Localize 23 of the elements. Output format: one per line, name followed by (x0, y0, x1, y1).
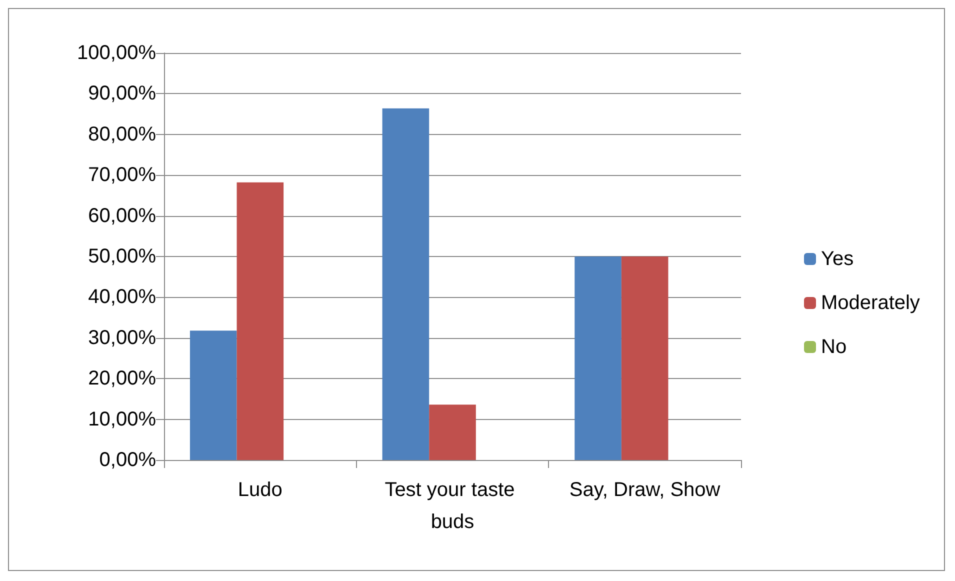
x-tick-label: Test your taste buds (384, 479, 520, 533)
y-tick-label: 40,00% (88, 286, 156, 308)
legend-label: Yes (821, 248, 854, 270)
y-tick-label: 100,00% (77, 42, 156, 64)
x-tick-label: Ludo (238, 479, 282, 501)
y-tick-label: 30,00% (88, 326, 156, 349)
legend-label: No (821, 336, 847, 358)
bar (190, 330, 237, 460)
legend-label: Moderately (821, 292, 920, 314)
bar (621, 256, 668, 460)
x-tick-label: Say, Draw, Show (569, 479, 721, 501)
bar (236, 182, 284, 460)
y-tick-label: 70,00% (88, 164, 156, 186)
bar (382, 108, 430, 460)
bar (574, 256, 622, 460)
y-tick-label: 0,00% (99, 449, 156, 471)
y-tick-label: 60,00% (88, 204, 156, 227)
y-tick-label: 80,00% (88, 123, 156, 146)
y-tick-label: 50,00% (88, 246, 156, 268)
bar (429, 404, 476, 460)
y-tick-label: 20,00% (88, 368, 156, 390)
y-tick-label: 10,00% (88, 408, 156, 430)
y-tick-label: 90,00% (88, 82, 156, 105)
